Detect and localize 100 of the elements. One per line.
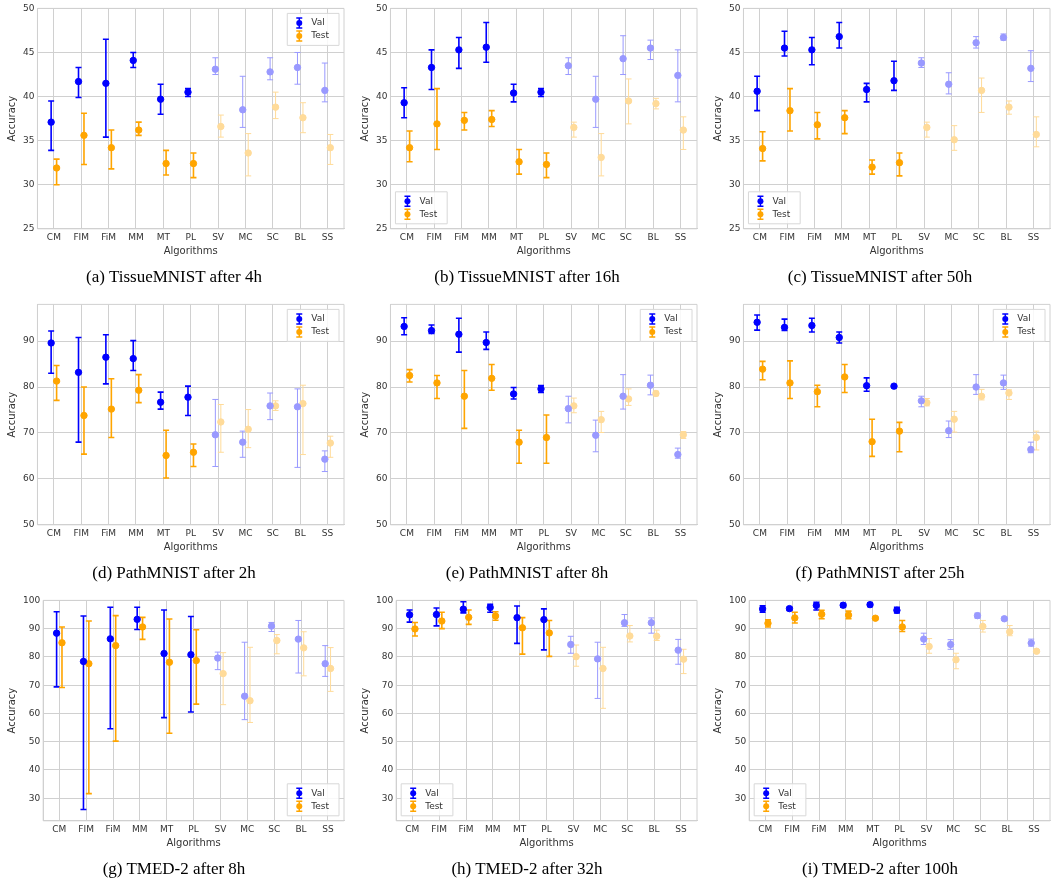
x-tick-label: SV [565, 527, 578, 538]
x-tick-label: MC [238, 527, 253, 538]
y-tick-label: 40 [23, 90, 35, 101]
y-axis-title: Accuracy [5, 95, 17, 142]
x-tick-label: MT [160, 823, 174, 834]
y-axis-title: Accuracy [358, 95, 370, 142]
legend-label: Val [311, 787, 325, 798]
x-axis-title: Algorithms [869, 245, 924, 257]
y-tick-label: 80 [729, 381, 741, 392]
x-tick-label: FIM [78, 823, 94, 834]
x-tick-label: MM [481, 231, 497, 242]
x-tick-label: MM [834, 231, 850, 242]
x-tick-label: FIM [779, 527, 796, 538]
x-tick-label: MM [128, 231, 144, 242]
y-axis-title: Accuracy [5, 687, 17, 734]
x-tick-label: MC [944, 231, 959, 242]
x-tick-label: SC [619, 527, 632, 538]
y-tick-label: 70 [376, 427, 388, 438]
x-tick-label: BL [647, 527, 659, 538]
y-tick-label: 35 [23, 134, 35, 145]
x-tick-label: FIM [784, 823, 800, 834]
y-axis-title: Accuracy [711, 391, 723, 438]
y-tick-label: 70 [23, 427, 35, 438]
x-tick-label: CM [399, 527, 414, 538]
y-tick-label: 25 [729, 223, 741, 234]
x-tick-label: BL [1001, 823, 1013, 834]
y-tick-label: 35 [729, 134, 741, 145]
x-tick-label: MC [946, 823, 961, 834]
y-tick-label: 35 [376, 134, 388, 145]
y-tick-label: 45 [729, 46, 741, 57]
x-tick-label: PL [185, 231, 196, 242]
y-tick-label: 80 [381, 651, 394, 662]
legend-label: Val [425, 787, 439, 798]
x-tick-label: FiM [458, 823, 474, 834]
y-tick-label: 30 [729, 179, 741, 190]
x-tick-label: MC [591, 231, 606, 242]
x-tick-label: FIM [779, 231, 796, 242]
x-tick-label: SS [675, 823, 687, 834]
x-tick-label: MC [238, 231, 253, 242]
x-tick-label: FIM [431, 823, 447, 834]
x-tick-label: SS [1028, 823, 1040, 834]
x-tick-label: SS [674, 527, 687, 538]
x-axis-title: Algorithms [869, 541, 924, 553]
x-tick-label: MM [838, 823, 854, 834]
y-tick-label: 60 [729, 473, 741, 484]
y-tick-label: 80 [734, 651, 747, 662]
legend-label: Val [419, 195, 433, 206]
x-tick-label: FiM [807, 231, 823, 242]
x-tick-label: MM [128, 527, 144, 538]
x-tick-label: MT [156, 527, 171, 538]
x-tick-label: MT [862, 527, 877, 538]
y-tick-label: 90 [734, 623, 747, 633]
x-tick-label: SV [214, 823, 228, 834]
y-tick-label: 50 [734, 736, 747, 747]
y-tick-label: 80 [376, 381, 388, 392]
x-tick-label: SV [212, 527, 225, 538]
y-tick-label: 90 [376, 335, 388, 346]
legend-label: Val [311, 17, 325, 28]
text: (f) PathMNIST after 25h [795, 563, 966, 583]
y-tick-label: 90 [23, 335, 35, 346]
x-tick-label: SS [322, 823, 334, 834]
x-axis-title: Algorithms [163, 541, 218, 553]
y-tick-label: 100 [22, 594, 41, 605]
x-tick-label: SC [621, 823, 634, 834]
y-tick-label: 80 [23, 381, 35, 392]
x-tick-label: BL [294, 231, 306, 242]
x-axis-title: Algorithms [516, 245, 571, 257]
x-tick-label: FiM [105, 823, 121, 834]
y-tick-label: 45 [376, 46, 388, 57]
x-tick-label: SV [212, 231, 225, 242]
y-tick-label: 80 [28, 651, 41, 662]
x-tick-label: BL [648, 823, 660, 834]
x-tick-label: FIM [426, 231, 443, 242]
x-tick-label: SS [674, 231, 687, 242]
y-tick-label: 70 [381, 679, 394, 690]
x-tick-label: FiM [454, 231, 470, 242]
x-axis-title: Algorithms [519, 837, 574, 849]
x-tick-label: SS [1027, 231, 1040, 242]
legend-label: Val [772, 195, 786, 206]
legend-label: Test [1016, 326, 1036, 337]
x-tick-label: PL [538, 527, 549, 538]
legend-label: Test [418, 208, 438, 219]
x-axis-title: Algorithms [516, 541, 571, 553]
x-axis-title: Algorithms [163, 245, 218, 257]
x-tick-label: MC [593, 823, 608, 834]
text: (d) PathMNIST after 2h [92, 563, 257, 583]
x-axis-title: Algorithms [872, 837, 927, 849]
legend-label: Test [310, 800, 330, 811]
x-tick-label: CM [752, 527, 767, 538]
x-tick-label: SS [321, 527, 334, 538]
legend-label: Test [310, 326, 330, 337]
text: (b) TissueMNIST after 16h [434, 267, 621, 287]
x-tick-label: MM [485, 823, 501, 834]
x-tick-label: SV [920, 823, 934, 834]
text: (g) TMED-2 after 8h [102, 859, 246, 879]
y-tick-label: 60 [381, 707, 394, 718]
y-tick-label: 60 [28, 707, 41, 718]
x-tick-label: MT [862, 231, 877, 242]
x-tick-label: FIM [73, 231, 90, 242]
x-tick-label: PL [185, 527, 196, 538]
